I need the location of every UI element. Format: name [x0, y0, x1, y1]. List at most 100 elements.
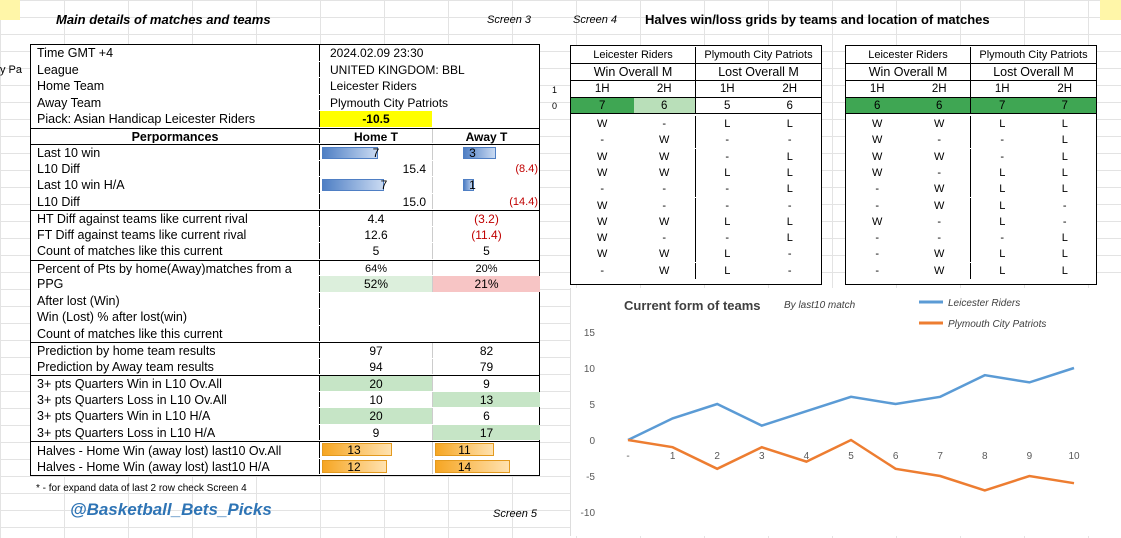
grid_left-cell: W	[634, 148, 696, 165]
grid_left-cell: -	[600, 134, 605, 147]
x-tick-label: 5	[848, 451, 854, 462]
handicap-value: -10.5	[320, 111, 432, 127]
halves-ha-home-bar	[322, 460, 387, 473]
time-label: Time GMT +4	[31, 45, 320, 61]
last10-win-away-bar	[463, 147, 496, 159]
home-label: Home Team	[31, 78, 320, 94]
series-line-0	[627, 366, 1075, 442]
grid_right-cell: -	[1062, 199, 1067, 212]
grid_right-cell: W	[872, 150, 883, 163]
x-tick-label: 1	[670, 451, 676, 462]
ht-diff-away: (3.2)	[432, 211, 540, 226]
ppg-label: PPG	[31, 276, 320, 292]
last10-win-ha-away-value: 1	[469, 178, 476, 192]
grid_left-total-1: 6	[633, 97, 696, 114]
grid_right-half-1: 2H	[909, 81, 971, 97]
screen3-label: Screen 3	[487, 14, 532, 26]
halves-ovall-away: 11	[432, 442, 540, 458]
ft-diff-away: (11.4)	[432, 226, 540, 242]
ppg-away: 21%	[432, 276, 540, 292]
after-lost-label: After lost (Win)	[31, 292, 320, 308]
row-pred-home: Prediction by home team results 97 82	[31, 342, 539, 359]
grid_right-cell: L	[1061, 118, 1068, 130]
count-like-2-label: Count of matches like this current	[31, 325, 320, 341]
percent-pts-away: 20%	[432, 260, 540, 275]
row-ft-diff: FT Diff against teams like current rival…	[31, 226, 540, 244]
grid_right-total-3: 7	[1033, 97, 1096, 114]
grid_left-half-1: 2H	[634, 81, 696, 97]
x-tick-label: 7	[937, 451, 943, 462]
grid_right-half-3: 2H	[1057, 83, 1073, 95]
row-count-like-2: Count of matches like this current	[31, 325, 539, 343]
grid_left-cell: W	[597, 248, 608, 261]
chart-title: Current form of teams	[624, 298, 761, 313]
halves-ovall-label: Halves - Home Win (away lost) last10 Ov.…	[31, 442, 320, 458]
x-tick-label: 2	[714, 451, 720, 462]
grid_right-cell: L	[1061, 248, 1068, 261]
halves-ha-home: 12	[320, 459, 432, 474]
x-tick-label: 10	[1068, 451, 1080, 462]
brand-handle: @Basketball_Bets_Picks	[70, 500, 272, 519]
l10-diff-ha-label: L10 Diff	[31, 193, 320, 209]
row-pred-away: Prediction by Away team results 94 79	[31, 358, 539, 376]
last10-win-ha-away-bar	[463, 179, 474, 191]
grid_right-cell: L	[1061, 264, 1068, 277]
grid_left-cell: -	[787, 264, 792, 277]
row-after-lost: After lost (Win)	[31, 292, 539, 310]
grid_left-cell: W	[597, 150, 608, 163]
last10-win-ha-home-value: 7	[380, 178, 388, 192]
away-value: Plymouth City Patriots	[330, 95, 449, 110]
grid_right-cell: W	[909, 246, 971, 263]
row-flag-0: 0	[552, 101, 558, 111]
q-loss-ovall-label: 3+ pts Quarters Loss in L10 Ov.All	[31, 391, 320, 407]
halves-ovall-away-value: 11	[458, 443, 471, 457]
grid_right-subhead-0: Win Overall M	[846, 64, 971, 81]
grid_right-cell: W	[872, 166, 883, 179]
grid_right-cell: -	[875, 264, 880, 277]
screen5-label: Screen 5	[493, 508, 538, 520]
row-ht-diff: HT Diff against teams like current rival…	[31, 210, 539, 227]
grid_right-total-1: 6	[908, 97, 971, 114]
row-last10-win: Last 10 win 7 3	[31, 144, 539, 161]
q-loss-ha-home: 9	[372, 425, 380, 440]
grid_left-cell: -	[600, 264, 605, 277]
y-tick-label: 15	[584, 328, 596, 339]
legend-label-1: Plymouth City Patriots	[948, 319, 1046, 330]
y-tick-label: 5	[589, 400, 595, 411]
grid_right-cell: L	[1061, 166, 1068, 179]
grid_left-cell: L	[724, 248, 731, 261]
halves-ovall-away-bar	[435, 443, 495, 456]
highlight-cell-right	[1100, 0, 1121, 20]
row-percent-pts: Percent of Pts by home(Away)matches from…	[31, 259, 540, 277]
ht-diff-label: HT Diff against teams like current rival	[31, 211, 320, 226]
grid_right-cell: W	[909, 148, 971, 165]
home-value: Leicester Riders	[330, 79, 417, 93]
grid_left-team-header-0: Leicester Riders	[571, 47, 696, 64]
row-home: Home Team Leicester Riders	[31, 78, 539, 95]
grid_left-half-2: 1H	[719, 83, 735, 95]
grid_right-team-header-0: Leicester Riders	[846, 47, 971, 64]
last10-win-home-value: 7	[372, 146, 380, 160]
grid_right-cell: -	[1000, 150, 1005, 163]
grid_left-total-0: 7	[571, 97, 634, 114]
grid_right-cell: W	[872, 118, 883, 130]
grid_right-cell: L	[1061, 150, 1068, 163]
row-win-lost-pct: Win (Lost) % after lost(win)	[31, 309, 539, 326]
grid_right-cell: -	[909, 132, 971, 149]
q-loss-ovall-home: 10	[369, 392, 383, 407]
row-count-like: Count of matches like this current 5 5	[31, 243, 539, 260]
row-perf-header: Perpormances Home T Away T	[31, 127, 539, 145]
grid_left-cell: L	[786, 183, 793, 196]
match-details-table: Time GMT +4 2024.02.09 23:30 League UNITED…	[30, 44, 540, 476]
x-tick-label: 8	[982, 451, 988, 462]
halves-grid-location: Leicester Riders Plymouth City Patriots Wi…	[845, 45, 1097, 285]
halves-ovall-home: 13	[320, 442, 432, 458]
grid_right-half-0: 1H	[869, 83, 885, 95]
last10-win-label: Last 10 win	[31, 145, 320, 160]
row-halves-ha: Halves - Home Win (away lost) last10 H/A…	[31, 459, 539, 475]
row-away: Away Team Plymouth City Patriots	[31, 94, 539, 112]
q-win-ovall-label: 3+ pts Quarters Win in L10 Ov.All	[31, 376, 320, 391]
grid_left-team-header-1: Plymouth City Patriots	[696, 47, 821, 64]
row-q-win-ha: 3+ pts Quarters Win in L10 H/A 20 6	[31, 408, 539, 425]
grid_right-cell: W	[872, 215, 883, 228]
